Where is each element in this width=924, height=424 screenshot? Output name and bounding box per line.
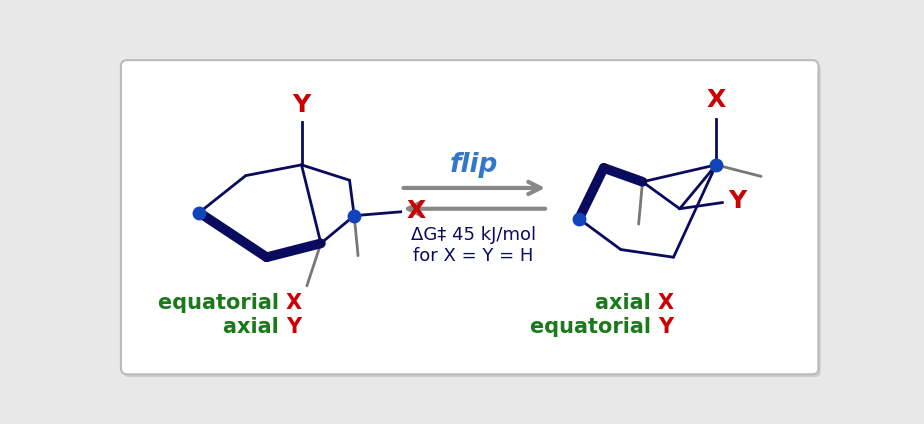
FancyBboxPatch shape bbox=[121, 60, 819, 374]
Text: equatorial: equatorial bbox=[529, 317, 658, 337]
Text: Y: Y bbox=[292, 93, 310, 117]
Text: X: X bbox=[658, 293, 675, 313]
Text: for X = Y = H: for X = Y = H bbox=[413, 247, 534, 265]
Text: ΔG‡ 45 kJ/mol: ΔG‡ 45 kJ/mol bbox=[411, 226, 536, 245]
Text: X: X bbox=[707, 89, 725, 112]
Text: flip: flip bbox=[449, 152, 498, 178]
Text: Y: Y bbox=[658, 317, 673, 337]
FancyBboxPatch shape bbox=[123, 63, 821, 377]
Text: axial: axial bbox=[595, 293, 658, 313]
Text: axial: axial bbox=[223, 317, 286, 337]
Text: Y: Y bbox=[728, 189, 746, 213]
Text: X: X bbox=[286, 293, 302, 313]
Text: Y: Y bbox=[286, 317, 301, 337]
Text: equatorial: equatorial bbox=[158, 293, 286, 313]
Text: X: X bbox=[407, 199, 426, 223]
